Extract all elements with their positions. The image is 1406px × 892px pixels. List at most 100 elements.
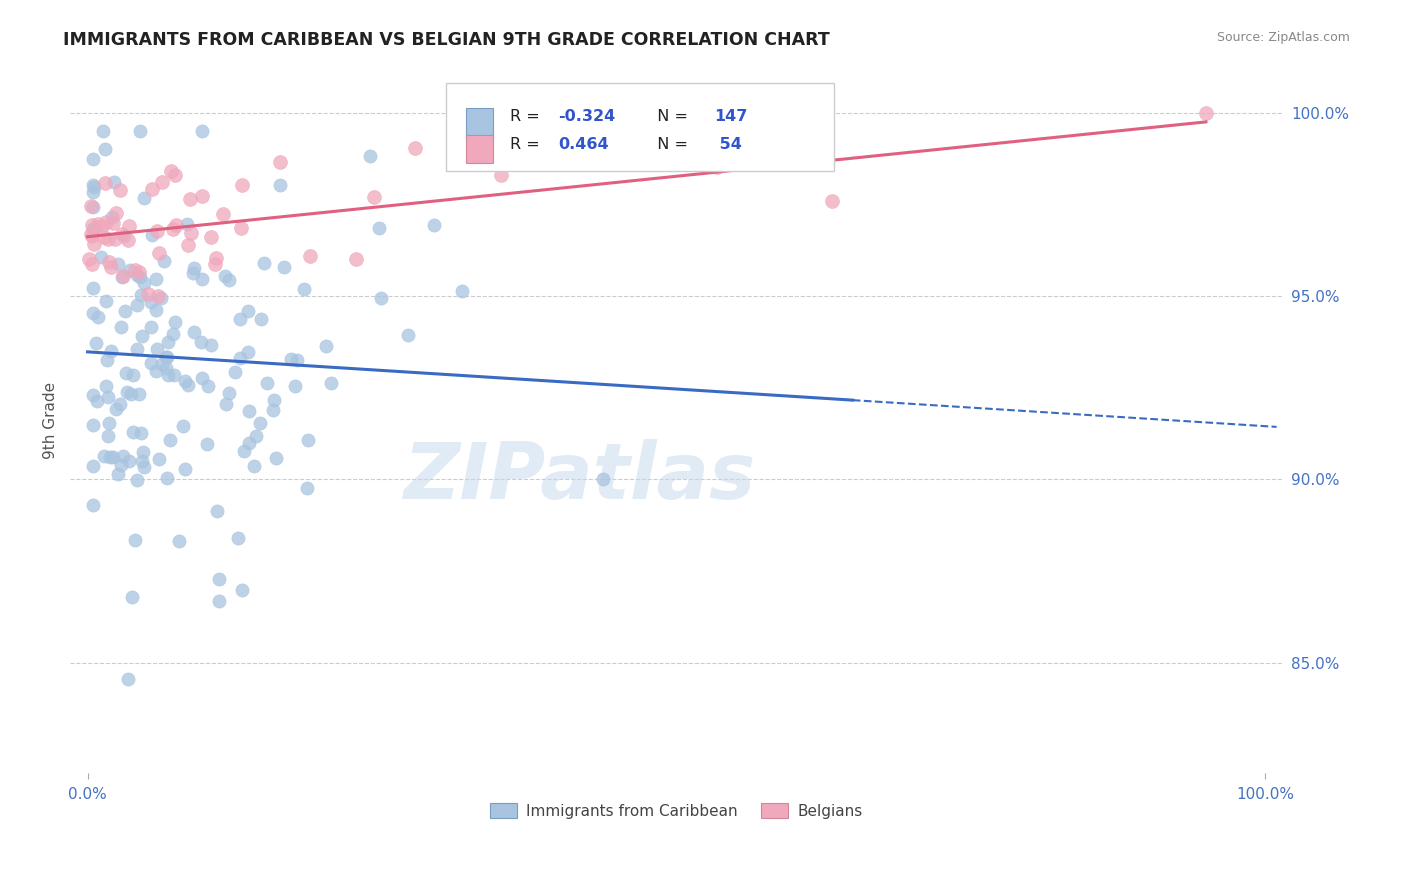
Legend: Immigrants from Caribbean, Belgians: Immigrants from Caribbean, Belgians xyxy=(484,797,869,825)
Point xyxy=(200,337,222,351)
Point xyxy=(127,474,149,488)
Point xyxy=(174,462,197,476)
Point xyxy=(299,250,322,264)
Point xyxy=(706,161,728,175)
Point xyxy=(423,218,446,232)
Point xyxy=(295,481,318,495)
Point xyxy=(159,434,181,448)
Point xyxy=(177,238,200,252)
Point xyxy=(111,227,134,241)
Point xyxy=(117,672,139,686)
Text: 54: 54 xyxy=(714,137,742,152)
Point xyxy=(249,416,271,430)
Point xyxy=(163,368,186,383)
Point xyxy=(94,176,117,190)
Point xyxy=(396,328,419,343)
Point xyxy=(82,153,104,167)
Point xyxy=(180,226,202,240)
Point xyxy=(132,191,155,205)
Point xyxy=(101,216,124,230)
Point xyxy=(315,339,337,353)
Point xyxy=(96,353,118,368)
Point xyxy=(103,450,125,465)
Point xyxy=(183,325,205,339)
Point xyxy=(215,397,238,411)
Point xyxy=(821,194,844,208)
Point xyxy=(145,364,167,378)
Point xyxy=(129,124,152,138)
Point xyxy=(117,233,139,247)
Point xyxy=(82,459,104,474)
Point xyxy=(359,149,381,163)
Point xyxy=(238,435,260,450)
Point xyxy=(83,237,105,252)
Point xyxy=(138,286,160,301)
Point xyxy=(256,376,278,391)
Point xyxy=(176,217,198,231)
Point xyxy=(229,221,252,235)
Point xyxy=(87,310,110,325)
Point xyxy=(110,319,132,334)
Point xyxy=(104,231,127,245)
Point xyxy=(121,590,143,604)
Point xyxy=(224,365,246,379)
Point xyxy=(83,179,105,194)
Point xyxy=(297,433,319,447)
Point xyxy=(108,183,131,197)
Point xyxy=(229,311,252,326)
Point xyxy=(100,210,122,224)
Point xyxy=(176,378,198,392)
Point xyxy=(155,361,177,376)
Point xyxy=(97,416,120,430)
Point xyxy=(173,374,195,388)
Point xyxy=(183,266,205,280)
Point xyxy=(191,272,214,286)
Point xyxy=(190,334,212,349)
Point xyxy=(269,178,291,193)
Point xyxy=(226,531,249,545)
Point xyxy=(148,245,170,260)
Text: 0.464: 0.464 xyxy=(558,137,609,152)
Point xyxy=(91,124,114,138)
Point xyxy=(107,467,129,481)
Point xyxy=(284,379,307,393)
Point xyxy=(82,499,104,513)
Point xyxy=(90,219,112,233)
Point xyxy=(250,312,273,326)
Point xyxy=(100,260,122,274)
Point xyxy=(208,593,231,607)
Point xyxy=(114,304,136,318)
Point xyxy=(132,460,155,475)
Point xyxy=(128,387,150,401)
Y-axis label: 9th Grade: 9th Grade xyxy=(44,382,58,459)
Point xyxy=(93,230,115,244)
Point xyxy=(160,163,183,178)
Point xyxy=(132,276,155,290)
Point xyxy=(131,288,153,302)
Point xyxy=(107,257,129,271)
Point xyxy=(238,404,260,418)
Point xyxy=(236,344,259,359)
Point xyxy=(197,379,219,393)
Point xyxy=(82,388,104,402)
FancyBboxPatch shape xyxy=(446,83,834,170)
Point xyxy=(179,192,201,206)
Point xyxy=(77,252,100,266)
Point xyxy=(145,272,167,286)
Point xyxy=(125,298,148,312)
Point xyxy=(183,260,205,275)
Point xyxy=(118,219,141,233)
Point xyxy=(205,251,228,265)
Point xyxy=(263,392,285,407)
Point xyxy=(172,419,194,434)
Point xyxy=(156,368,179,383)
Point xyxy=(262,403,284,417)
Point xyxy=(150,175,173,189)
Point xyxy=(204,257,226,271)
Point xyxy=(128,265,150,279)
Point xyxy=(592,472,614,486)
Point xyxy=(79,199,101,213)
Point xyxy=(111,268,134,283)
Point xyxy=(162,222,184,236)
Point xyxy=(129,426,152,441)
